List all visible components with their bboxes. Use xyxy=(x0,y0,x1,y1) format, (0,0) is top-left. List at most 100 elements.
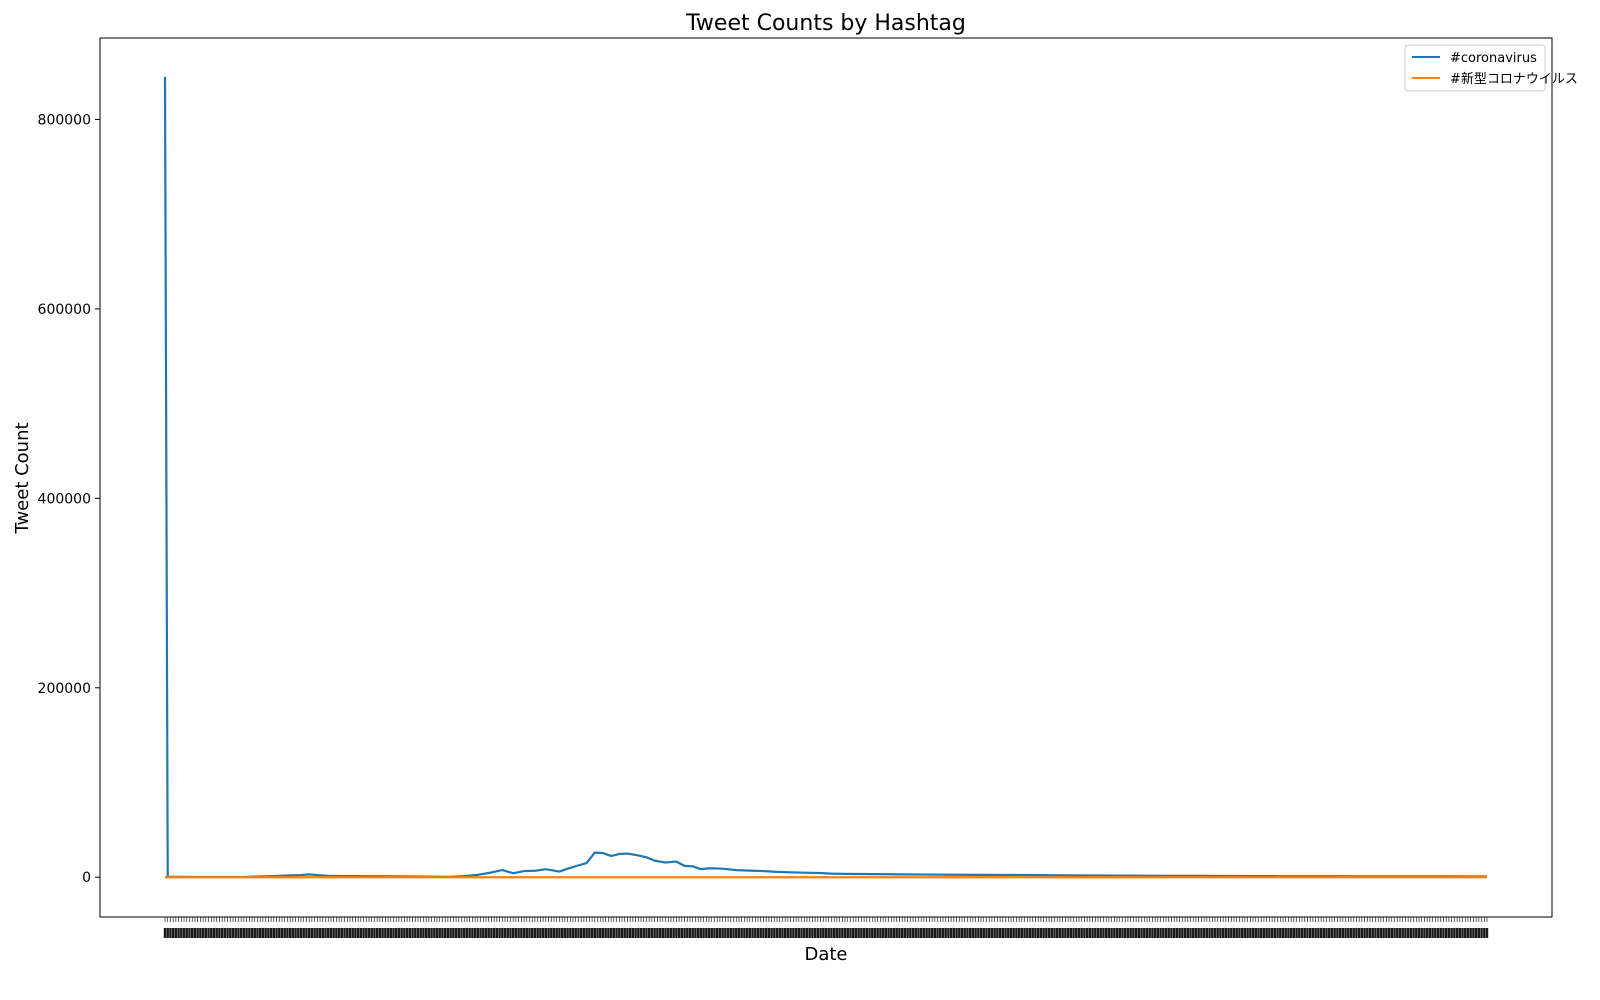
x-tick-label-472 xyxy=(1447,928,1451,938)
x-tick-label-133 xyxy=(525,928,528,938)
x-tick-label-372 xyxy=(1175,928,1179,938)
x-tick-label-207 xyxy=(726,928,730,938)
x-tick-label-177 xyxy=(645,928,648,938)
x-tick-label-116 xyxy=(479,928,482,938)
x-tick-label-365 xyxy=(1156,928,1160,938)
x-tick-label-229 xyxy=(786,928,790,938)
x-tick-label-31 xyxy=(248,928,251,938)
x-tick-label-242 xyxy=(822,928,825,938)
x-tick-label-190 xyxy=(680,928,684,938)
x-tick-label-149 xyxy=(569,928,572,938)
x-tick-label-170 xyxy=(626,928,629,938)
x-tick-label-469 xyxy=(1439,928,1442,938)
x-tick-label-80 xyxy=(381,928,384,938)
x-tick-label-281 xyxy=(928,928,931,938)
x-tick-label-9 xyxy=(188,928,191,938)
x-tick-label-209 xyxy=(732,928,735,938)
x-tick-label-96 xyxy=(424,928,428,938)
x-tick-label-36 xyxy=(261,928,265,938)
x-tick-label-243 xyxy=(824,928,828,938)
x-tick-label-485 xyxy=(1483,928,1486,938)
x-tick-label-424 xyxy=(1317,928,1320,938)
x-tick-label-301 xyxy=(982,928,985,938)
x-tick-label-122 xyxy=(495,928,499,938)
x-tick-label-277 xyxy=(917,928,920,938)
x-tick-label-95 xyxy=(422,928,425,938)
x-tick-label-475 xyxy=(1455,928,1459,938)
x-tick-label-226 xyxy=(778,928,781,938)
x-tick-label-293 xyxy=(960,928,964,938)
x-tick-label-172 xyxy=(631,928,635,938)
x-tick-label-142 xyxy=(550,928,553,938)
x-tick-label-218 xyxy=(756,928,760,938)
x-tick-label-312 xyxy=(1012,928,1015,938)
x-tick-label-336 xyxy=(1077,928,1081,938)
x-tick-label-158 xyxy=(593,928,596,938)
x-tick-label-216 xyxy=(751,928,754,938)
x-tick-label-403 xyxy=(1260,928,1263,938)
y-tick-label-1: 200000 xyxy=(38,681,91,697)
x-tick-label-430 xyxy=(1333,928,1336,938)
x-tick-label-52 xyxy=(305,928,308,938)
x-tick-label-454 xyxy=(1398,928,1402,938)
x-tick-label-160 xyxy=(599,928,602,938)
x-tick-label-466 xyxy=(1431,928,1434,938)
x-tick-label-420 xyxy=(1306,928,1309,938)
x-tick-label-361 xyxy=(1145,928,1149,938)
x-tick-label-395 xyxy=(1238,928,1241,938)
x-tick-label-125 xyxy=(503,928,507,938)
x-tick-label-35 xyxy=(259,928,262,938)
x-tick-label-194 xyxy=(691,928,694,938)
x-tick-label-474 xyxy=(1453,928,1456,938)
x-tick-label-354 xyxy=(1126,928,1130,938)
x-tick-label-128 xyxy=(511,928,515,938)
x-tick-label-445 xyxy=(1374,928,1377,938)
x-tick-label-2 xyxy=(169,928,172,938)
x-tick-label-72 xyxy=(359,928,363,938)
x-tick-label-292 xyxy=(958,928,961,938)
x-tick-label-442 xyxy=(1366,928,1369,938)
x-tick-label-306 xyxy=(996,928,999,938)
x-tick-label-171 xyxy=(628,928,632,938)
x-tick-label-45 xyxy=(286,928,289,938)
x-tick-label-249 xyxy=(841,928,844,938)
x-tick-label-56 xyxy=(316,928,319,938)
x-tick-label-409 xyxy=(1276,928,1279,938)
x-tick-label-305 xyxy=(993,928,996,938)
x-tick-label-151 xyxy=(574,928,577,938)
x-tick-label-467 xyxy=(1434,928,1437,938)
legend-label-0: #coronavirus xyxy=(1450,51,1537,66)
x-tick-label-340 xyxy=(1088,928,1092,938)
x-tick-label-446 xyxy=(1376,928,1380,938)
x-tick-label-374 xyxy=(1181,928,1184,938)
x-tick-label-217 xyxy=(754,928,757,938)
x-tick-label-205 xyxy=(721,928,724,938)
x-tick-label-112 xyxy=(468,928,471,938)
x-tick-label-130 xyxy=(517,928,520,938)
x-tick-label-20 xyxy=(218,928,221,938)
x-tick-label-159 xyxy=(596,928,599,938)
x-tick-label-109 xyxy=(460,928,463,938)
x-tick-label-375 xyxy=(1183,928,1187,938)
x-tick-label-232 xyxy=(794,928,798,938)
x-tick-label-255 xyxy=(857,928,860,938)
x-tick-label-58 xyxy=(321,928,324,938)
x-tick-label-287 xyxy=(944,928,947,938)
x-tick-label-270 xyxy=(898,928,901,938)
x-tick-label-465 xyxy=(1428,928,1432,938)
x-tick-label-435 xyxy=(1347,928,1350,938)
x-tick-label-264 xyxy=(881,928,885,938)
x-tick-label-330 xyxy=(1061,928,1064,938)
x-tick-label-235 xyxy=(803,928,806,938)
x-tick-label-145 xyxy=(558,928,561,938)
y-tick-label-3: 600000 xyxy=(38,302,91,318)
x-tick-label-411 xyxy=(1281,928,1285,938)
x-tick-label-144 xyxy=(555,928,558,938)
x-tick-label-73 xyxy=(362,928,365,938)
x-tick-label-251 xyxy=(846,928,849,938)
x-tick-label-260 xyxy=(871,928,874,938)
x-tick-label-147 xyxy=(563,928,567,938)
x-tick-label-71 xyxy=(356,928,360,938)
x-tick-label-332 xyxy=(1066,928,1070,938)
